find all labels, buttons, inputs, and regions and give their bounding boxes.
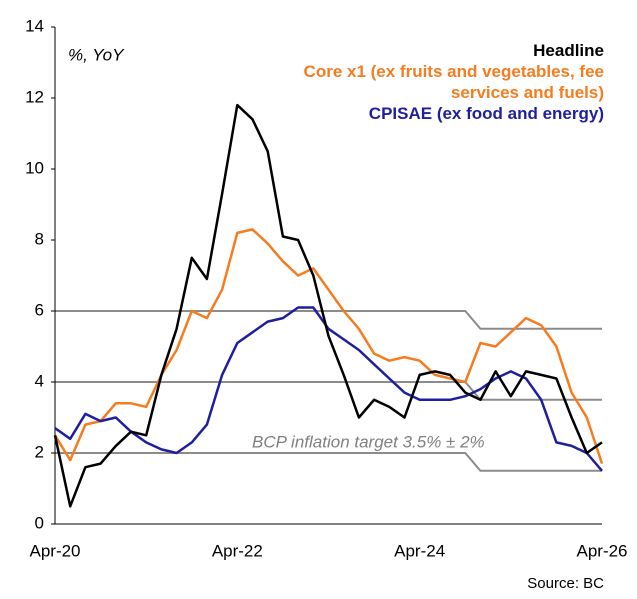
x-tick-label: Apr-20 <box>29 541 80 560</box>
subtitle: %, YoY <box>68 45 125 64</box>
y-tick-label: 10 <box>25 158 44 177</box>
legend: Headline Core x1 (ex fruits and vegetable… <box>234 40 604 124</box>
x-tick-label: Apr-22 <box>212 541 263 560</box>
annotation: BCP inflation target 3.5% ± 2% <box>252 432 485 451</box>
target-line <box>55 381 602 401</box>
y-tick-label: 4 <box>35 371 44 390</box>
y-tick-label: 8 <box>35 229 44 248</box>
series-line <box>53 103 603 508</box>
y-tick-label: 2 <box>35 442 44 461</box>
legend-entry: Core x1 (ex fruits and vegetables, fee s… <box>303 62 604 102</box>
legend-entry: Headline <box>533 41 604 60</box>
y-tick-label: 12 <box>25 87 44 106</box>
x-tick-label: Apr-26 <box>576 541 627 560</box>
y-tick-label: 0 <box>35 513 44 532</box>
y-tick-label: 14 <box>25 16 44 35</box>
series-line <box>53 228 604 464</box>
y-tick-label: 6 <box>35 300 44 319</box>
target-line <box>55 310 602 330</box>
series-line <box>54 306 603 472</box>
legend-entry: CPISAE (ex food and energy) <box>368 104 604 123</box>
source: Source: BC <box>527 575 604 592</box>
target-line <box>55 452 602 472</box>
x-tick-label: Apr-24 <box>394 541 445 560</box>
